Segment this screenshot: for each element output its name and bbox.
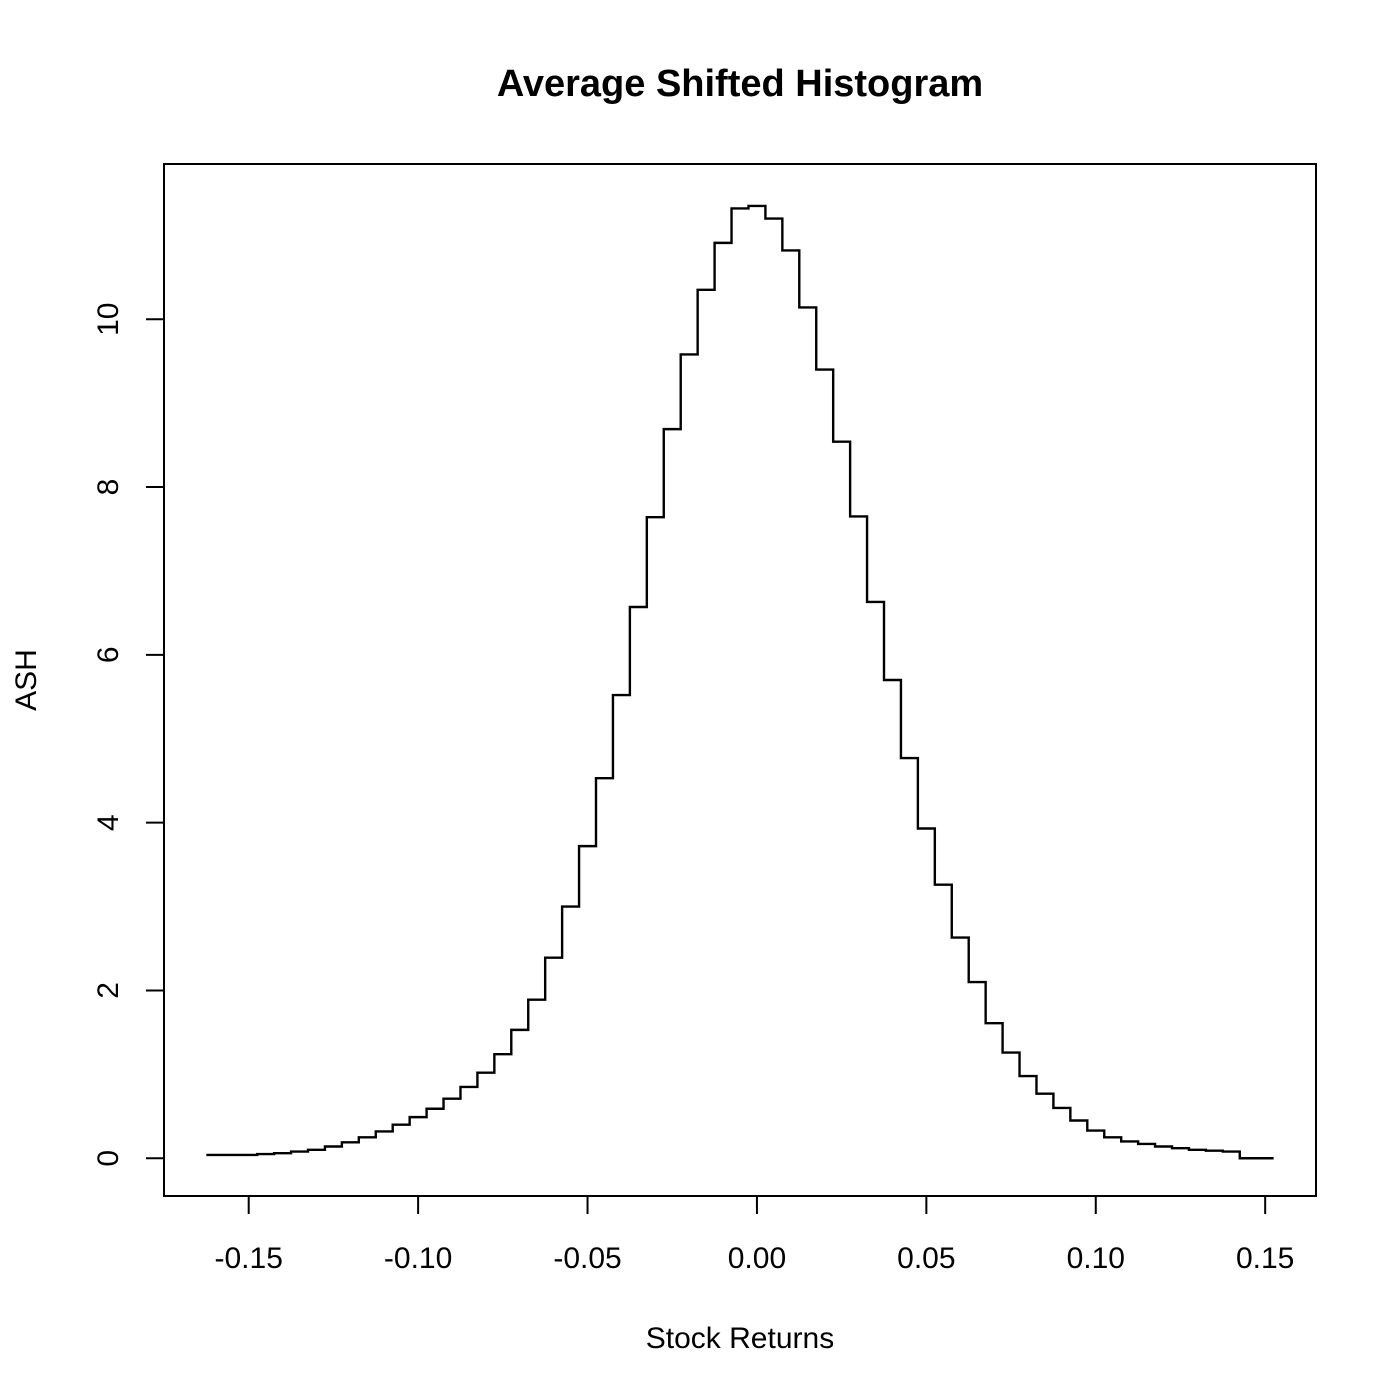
x-tick-label: 0.15 (1236, 1242, 1294, 1275)
y-tick-label: 2 (92, 982, 125, 999)
y-tick-label: 0 (92, 1150, 125, 1167)
x-axis: -0.15 -0.10 -0.05 0.00 0.05 0.10 0.15 (215, 1195, 1294, 1275)
x-tick-label: -0.15 (215, 1242, 283, 1275)
y-tick-label: 6 (92, 646, 125, 663)
y-tick-label: 4 (92, 814, 125, 831)
ash-step-line (206, 204, 1274, 1160)
y-tick-label: 10 (92, 303, 125, 336)
y-axis-label: ASH (10, 649, 43, 711)
x-tick-label: 0.10 (1067, 1242, 1125, 1275)
plot-frame (163, 163, 1317, 1197)
x-tick-label: 0.05 (897, 1242, 955, 1275)
x-tick-label: 0.00 (728, 1242, 786, 1275)
chart-title: Average Shifted Histogram (497, 63, 983, 105)
y-axis: 0 2 4 6 8 10 (92, 303, 165, 1167)
x-tick-label: -0.05 (553, 1242, 621, 1275)
x-axis-label: Stock Returns (646, 1322, 834, 1355)
y-tick-label: 8 (92, 479, 125, 496)
x-tick-label: -0.10 (384, 1242, 452, 1275)
